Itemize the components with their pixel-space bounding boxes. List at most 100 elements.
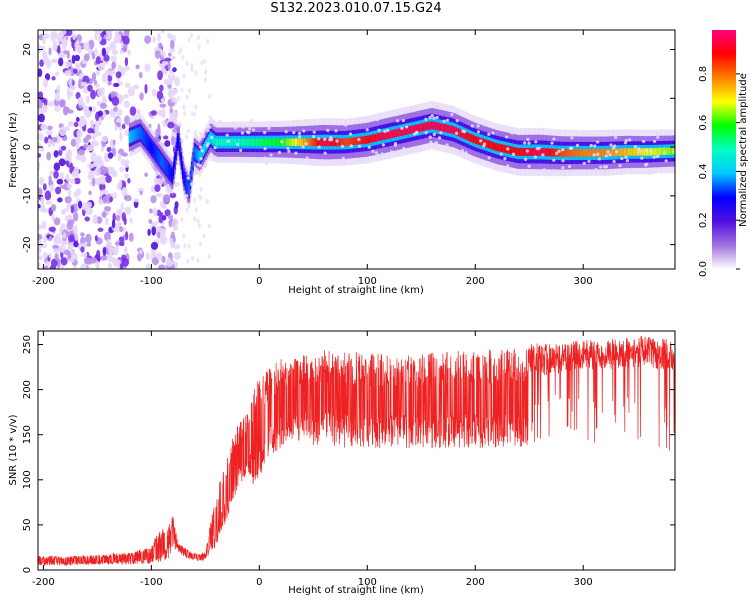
spectrogram-cell xyxy=(171,135,176,146)
spectrogram-ridge-cell xyxy=(420,123,423,132)
spectrogram-ridge-cell xyxy=(178,138,180,146)
spectrogram-ridge-cell xyxy=(365,135,368,144)
spectrogram-cell xyxy=(652,139,657,143)
spectrogram-noise-region xyxy=(38,30,212,269)
spectrogram-ridge-cell xyxy=(226,138,228,146)
spectrogram-cell xyxy=(206,128,210,133)
spectrogram-cell xyxy=(255,158,260,162)
spectrogram-cell xyxy=(390,150,394,154)
spectrogram-cell xyxy=(393,142,398,146)
spectrogram-cell xyxy=(644,148,649,153)
spectrogram-x-tick-label: -100 xyxy=(140,276,163,287)
spectrogram-ridge-cell xyxy=(292,138,294,146)
spectrogram-cell xyxy=(87,84,93,92)
spectrogram-ridge-cell xyxy=(454,126,456,135)
spectrogram-cell xyxy=(183,243,187,249)
spectrogram-cell xyxy=(169,39,175,50)
spectrogram-ridge-cell xyxy=(578,149,581,157)
spectrogram-ridge-cell xyxy=(310,138,312,147)
spectrogram-ridge-cell xyxy=(381,132,384,141)
spectrogram-cell xyxy=(377,113,381,117)
spectrogram-cell xyxy=(476,130,481,134)
spectrogram-ridge-cell xyxy=(410,125,412,134)
spectrogram-ridge-cell xyxy=(587,149,590,157)
spectrogram-ridge-cell xyxy=(610,148,613,157)
spectrogram-ridge-cell xyxy=(439,123,442,132)
spectrogram-ridge-cell xyxy=(382,132,385,141)
spectrogram-ridge-cell xyxy=(600,149,603,157)
spectrogram-ridge-cell xyxy=(661,147,664,156)
spectrogram-cell xyxy=(72,68,78,74)
spectrogram-cell xyxy=(169,106,173,114)
spectrogram-ridge-cell xyxy=(333,138,336,147)
spectrogram-cell xyxy=(154,220,159,225)
spectrogram-cell xyxy=(111,69,116,75)
snr-x-axis-label: Height of straight line (km) xyxy=(288,585,424,596)
spectrogram-cell xyxy=(561,159,565,163)
spectrogram-cell xyxy=(117,64,122,71)
spectrogram-cell xyxy=(138,71,143,79)
spectrogram-ridge-cell xyxy=(235,138,237,146)
spectrogram-cell xyxy=(357,144,362,148)
spectrogram-cell xyxy=(652,155,656,159)
spectrogram-ridge-cell xyxy=(250,138,253,146)
spectrogram-ridge-cell xyxy=(512,146,515,155)
spectrogram-ridge-cell xyxy=(159,156,162,164)
spectrogram-cell xyxy=(542,168,546,172)
spectrogram-ridge-cell xyxy=(308,138,311,147)
spectrogram-cell xyxy=(99,182,106,192)
spectrogram-cell xyxy=(197,222,201,228)
spectrogram-cell xyxy=(77,48,82,54)
spectrogram-cell xyxy=(202,233,206,239)
spectrogram-cell xyxy=(180,217,184,223)
spectrogram-cell xyxy=(96,216,103,224)
spectrogram-ridge-cell xyxy=(169,169,171,176)
snr-series xyxy=(38,335,675,567)
spectrogram-cell xyxy=(118,81,123,86)
spectrogram-cell xyxy=(188,88,192,94)
spectrogram-cell xyxy=(380,156,384,160)
spectrogram-cell xyxy=(132,84,140,90)
spectrogram-cell xyxy=(241,125,245,129)
spectrogram-ridge-cell xyxy=(429,121,432,130)
spectrogram-cell xyxy=(92,176,96,187)
spectrogram-cell xyxy=(68,149,72,155)
spectrogram-ridge-cell xyxy=(236,138,239,146)
spectrogram-cell xyxy=(323,137,327,141)
spectrogram-ridge-cell xyxy=(591,149,594,157)
spectrogram-cell xyxy=(128,232,134,242)
spectrogram-cell xyxy=(106,238,110,249)
spectrogram-cell xyxy=(66,109,74,114)
spectrogram-ridge-cell xyxy=(261,138,263,146)
spectrogram-cell xyxy=(95,260,100,269)
spectrogram-cell xyxy=(428,116,432,120)
spectrogram-cell xyxy=(90,89,96,100)
spectrogram-ridge-cell xyxy=(162,160,165,167)
spectrogram-cell xyxy=(249,118,253,122)
spectrogram-ridge-cell xyxy=(622,148,625,156)
spectrogram-ridge-cell xyxy=(535,147,538,156)
spectrogram-cell xyxy=(144,83,148,94)
spectrogram-ridge-cell xyxy=(644,148,647,156)
spectrogram-cell xyxy=(582,130,586,135)
spectrogram-cell xyxy=(41,220,47,230)
spectrogram-cell xyxy=(113,82,120,88)
spectrogram-cell xyxy=(510,131,514,135)
spectrogram-cell xyxy=(618,163,622,168)
spectrogram-ridge-cell xyxy=(472,134,474,143)
spectrogram-cell xyxy=(164,140,171,147)
spectrogram-cell xyxy=(90,119,94,130)
spectrogram-ridge-cell xyxy=(592,149,595,157)
spectrogram-ridge-cell xyxy=(397,128,399,137)
spectrogram-cell xyxy=(63,249,70,256)
snr-y-tick-label: 200 xyxy=(22,380,33,399)
spectrogram-cell xyxy=(85,233,92,243)
spectrogram-cell xyxy=(552,137,556,141)
spectrogram-cell xyxy=(64,70,72,77)
spectrogram-ridge-cell xyxy=(275,138,277,146)
spectrogram-cell xyxy=(80,81,88,87)
spectrogram-ridge-cell xyxy=(179,148,182,155)
spectrogram-cell xyxy=(99,175,107,185)
spectrogram-cell xyxy=(103,166,109,174)
